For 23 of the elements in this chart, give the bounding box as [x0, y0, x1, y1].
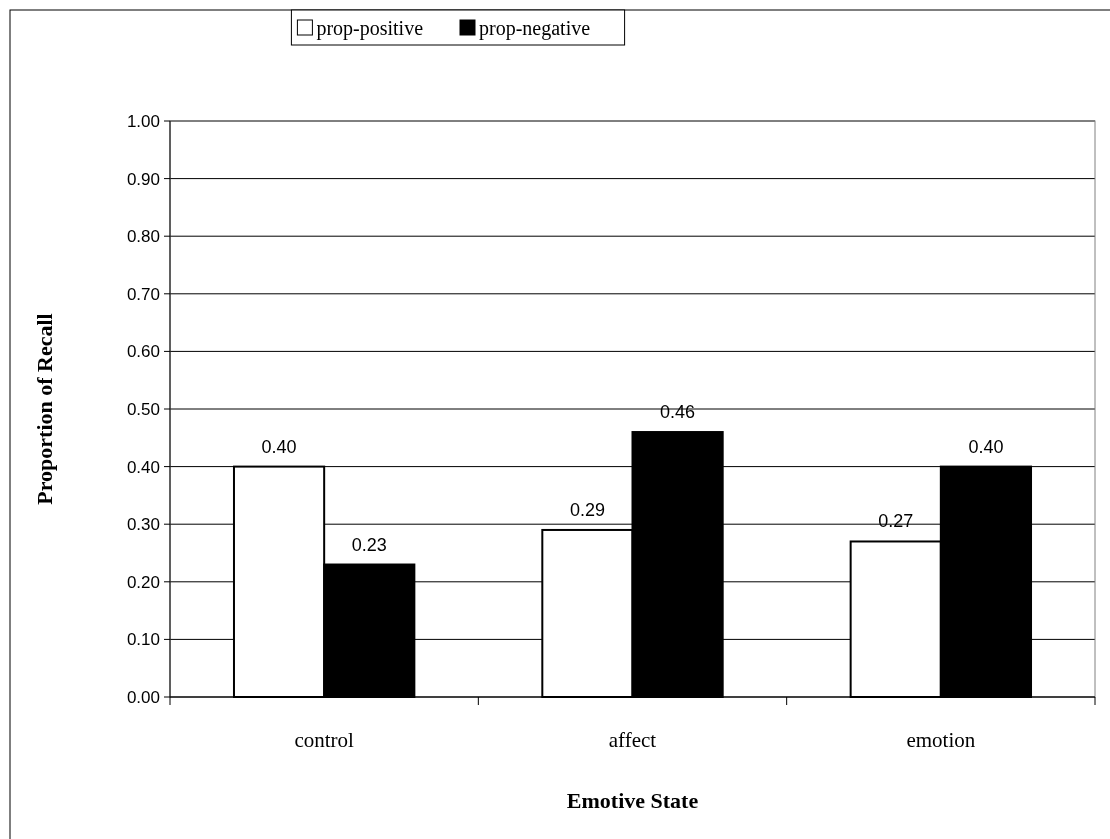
x-tick-label: control — [294, 728, 355, 752]
x-tick-label: emotion — [906, 728, 976, 752]
data-label: 0.46 — [660, 402, 696, 423]
y-tick-label: 0.10 — [126, 630, 160, 650]
y-tick-label: 0.90 — [126, 169, 160, 189]
y-tick-label: 0.60 — [126, 342, 160, 362]
y-tick-label: 1.00 — [126, 111, 160, 131]
legend-label: prop-positive — [316, 17, 424, 40]
legend-label: prop-negative — [479, 17, 591, 40]
x-tick-label: affect — [608, 728, 657, 752]
y-tick-label: 0.70 — [126, 284, 160, 304]
data-label: 0.29 — [569, 499, 605, 520]
y-tick-label: 0.80 — [126, 227, 160, 247]
data-label: 0.23 — [351, 534, 387, 555]
y-tick-label: 0.20 — [126, 572, 160, 592]
data-label: 0.40 — [261, 436, 297, 457]
y-tick-label: 0.30 — [126, 515, 160, 535]
y-axis-title: Proportion of Recall — [32, 313, 57, 505]
x-axis-title: Emotive State — [566, 788, 699, 813]
y-tick-label: 0.00 — [126, 687, 160, 707]
data-label: 0.40 — [968, 436, 1004, 457]
y-tick-label: 0.50 — [126, 399, 160, 419]
y-tick-label: 0.40 — [126, 457, 160, 477]
